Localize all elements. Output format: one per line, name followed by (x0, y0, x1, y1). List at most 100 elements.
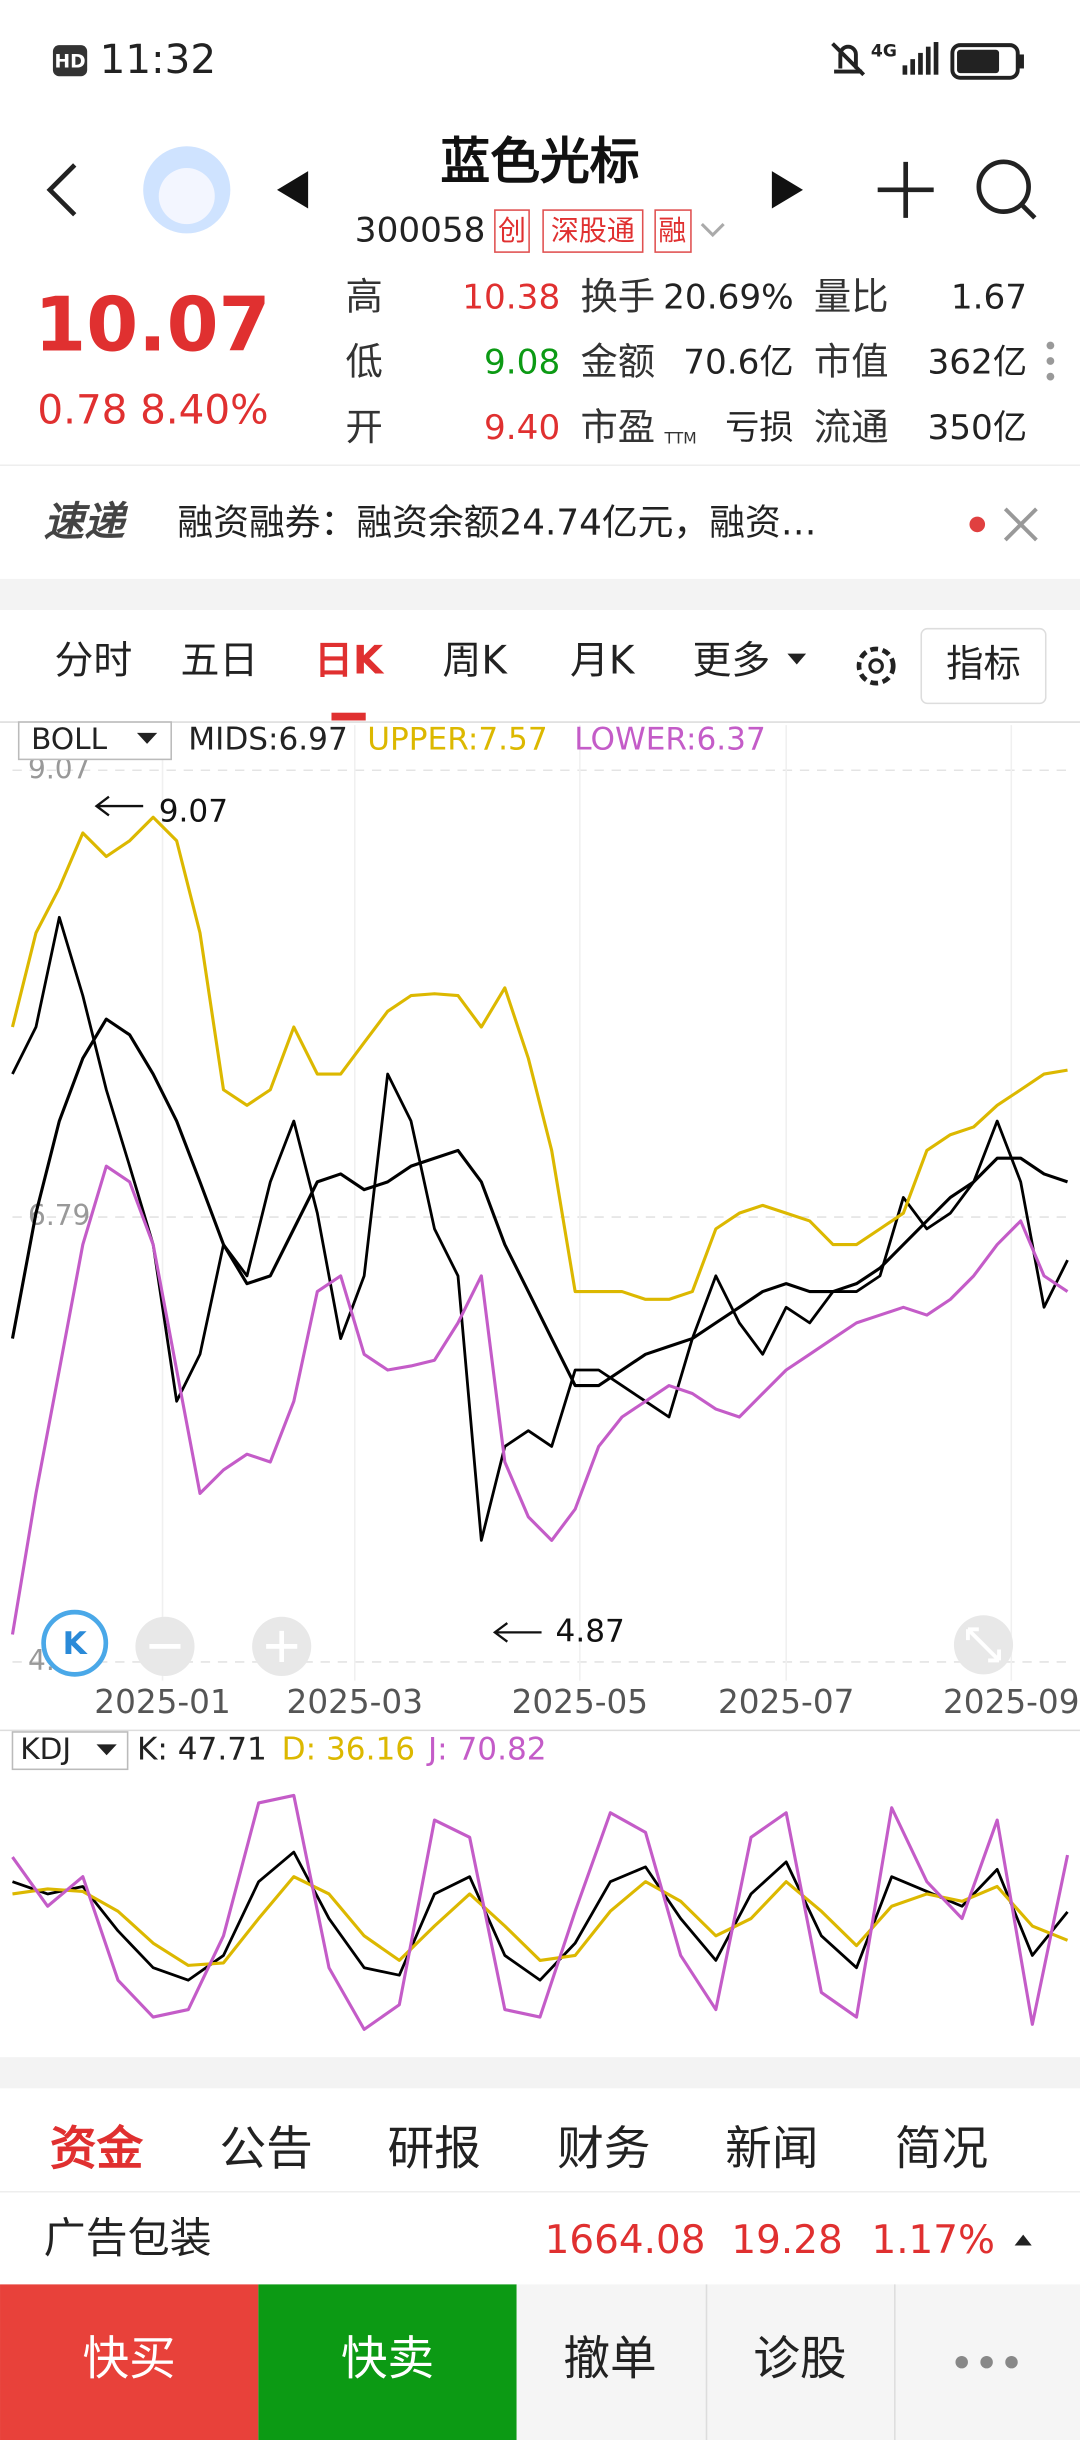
next-stock[interactable] (771, 171, 803, 209)
stat-label: 市值 (814, 340, 889, 384)
tag: 创 (498, 214, 526, 247)
sell-button[interactable] (258, 2284, 517, 2440)
zoom-in-icon (266, 1630, 298, 1662)
tag: 深股通 (551, 214, 635, 247)
settings-center (868, 658, 884, 674)
stat-label: 量比 (814, 274, 889, 318)
search-handle (1019, 202, 1037, 220)
stat-value: 350亿 (928, 408, 1028, 448)
tag: 融 (658, 214, 686, 247)
stat-value: 9.40 (484, 408, 560, 448)
x-tick-label: 2025-07 (718, 1683, 854, 1721)
indicator-button[interactable] (920, 627, 1047, 705)
series-line (10, 1017, 1069, 1388)
battery-tip (1019, 54, 1024, 69)
indicator: BOLL (31, 722, 107, 756)
legend-item: J: 70.82 (426, 1732, 547, 1768)
more[interactable] (955, 2355, 1018, 2369)
tab[interactable]: 更多 (693, 638, 771, 683)
legend-item: D: 36.16 (282, 1732, 415, 1768)
more-caret (787, 653, 807, 665)
prev-stock[interactable] (277, 171, 309, 209)
stat-label: 流通 (814, 405, 889, 449)
stat-value: 亏损 (725, 408, 793, 448)
tab[interactable]: 日K (314, 638, 385, 683)
mute-icon (831, 42, 866, 77)
buy-button[interactable] (0, 2284, 259, 2440)
diagnose[interactable]: 诊股 (753, 2333, 846, 2387)
tab[interactable]: 分时 (55, 638, 133, 683)
x-tick-label: 2025-03 (287, 1683, 423, 1721)
signal (902, 42, 939, 75)
stat-label-sub: TTM (663, 429, 696, 447)
tab[interactable]: 五日 (181, 638, 259, 683)
dropdown[interactable] (700, 222, 725, 238)
indicator-caret (96, 1744, 117, 1756)
series-line (10, 815, 1068, 1301)
series-line (10, 1164, 1069, 1635)
news-text[interactable]: 融资融券：融资余额24.74亿元，融资… (177, 502, 816, 543)
add[interactable] (877, 161, 934, 218)
settings[interactable] (856, 646, 896, 686)
back[interactable] (46, 163, 77, 217)
arrow (492, 1622, 542, 1643)
tag-box (494, 209, 530, 253)
bottom-tab[interactable]: 新闻 (725, 2123, 818, 2177)
legend-item: MIDS:6.97 (188, 722, 347, 758)
stat-value: 9.08 (484, 343, 560, 383)
avatar-face (158, 168, 215, 225)
stat-value: 70.6亿 (683, 343, 793, 383)
search[interactable] (976, 159, 1031, 214)
cancel[interactable]: 撤单 (563, 2333, 656, 2387)
k-button[interactable] (41, 1609, 109, 1677)
annotation-min: 4.87 (556, 1613, 625, 1649)
stat-value: 10.38 (462, 277, 560, 317)
unread-dot (969, 516, 986, 533)
x-tick-label: 2025-05 (512, 1683, 648, 1721)
band (0, 578, 1080, 610)
change-pct: 8.40% (140, 385, 268, 433)
indicator: KDJ (20, 1732, 71, 1766)
battery-level (957, 49, 1000, 74)
legend-item: K: 47.71 (137, 1732, 267, 1768)
tag-box (654, 209, 692, 253)
bottom-tab[interactable]: 公告 (219, 2123, 312, 2177)
stat-value: 1.67 (951, 277, 1027, 317)
network: 4G (871, 41, 897, 61)
more-dots[interactable] (1046, 341, 1055, 381)
sector-pct: 1.17% (871, 2218, 995, 2263)
stat-label: 市盈 (580, 405, 655, 449)
legend-item: UPPER:7.57 (367, 722, 547, 758)
tab[interactable]: 月K (570, 638, 636, 683)
bottom-tab[interactable]: 资金 (50, 2123, 144, 2177)
indicator-button-label: 指标 (946, 642, 1021, 686)
expand[interactable] (1014, 2234, 1032, 2246)
time: 11:32 (100, 35, 217, 83)
stat-label: 高 (345, 274, 382, 318)
series-line (11, 1793, 1070, 2031)
stat-label: 金额 (580, 340, 655, 384)
sector-change: 19.28 (731, 2218, 842, 2263)
k-icon: K (63, 1626, 89, 1662)
stock-code: 300058 (355, 210, 486, 250)
bottom-tab[interactable]: 简况 (895, 2123, 988, 2177)
tab[interactable]: 周K (442, 638, 508, 683)
price: 10.07 (34, 281, 270, 368)
series-line (12, 1875, 1069, 1967)
indicator-caret (136, 732, 158, 744)
bottom-tab[interactable]: 财务 (557, 2123, 650, 2177)
tag-box (542, 209, 644, 253)
tab-underline (331, 712, 366, 721)
fullscreen-icon (965, 1627, 1002, 1663)
hd-badge (52, 45, 88, 77)
buy: 快买 (83, 2333, 176, 2387)
divider (0, 2191, 1080, 2193)
stat-label: 开 (345, 405, 382, 449)
close[interactable] (1003, 507, 1038, 542)
change: 0.78 (37, 385, 127, 433)
legend-item: LOWER:6.37 (574, 722, 766, 758)
sell: 快卖 (341, 2333, 434, 2387)
bottom-tab[interactable]: 研报 (388, 2123, 481, 2177)
stat-value: 20.69% (663, 277, 793, 317)
